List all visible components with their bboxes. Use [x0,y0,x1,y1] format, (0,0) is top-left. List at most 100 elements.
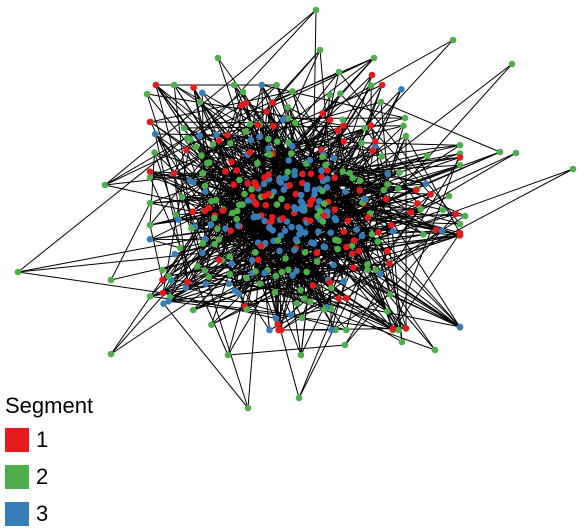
graph-node-segment-1 [222,168,229,175]
graph-node-segment-2 [292,120,299,127]
graph-node-segment-1 [369,147,376,154]
graph-node-segment-2 [462,213,469,220]
graph-node-segment-3 [308,239,315,246]
graph-node-segment-1 [343,244,350,251]
graph-node-segment-2 [206,274,213,281]
graph-node-segment-2 [380,187,387,194]
graph-node-segment-1 [457,154,464,161]
graph-node-segment-3 [328,229,335,236]
graph-node-segment-3 [152,131,159,138]
graph-node-segment-1 [368,122,375,129]
graph-node-segment-2 [275,237,282,244]
graph-node-segment-2 [193,144,200,151]
legend-item-2: 2 [5,460,93,493]
graph-node-segment-2 [395,185,402,192]
graph-node-segment-2 [457,221,464,228]
graph-node-segment-1 [243,100,250,107]
graph-node-segment-2 [317,47,324,54]
graph-node-segment-2 [200,170,207,177]
graph-node-segment-1 [220,207,227,214]
graph-node-segment-1 [457,232,464,239]
graph-node-segment-2 [375,238,382,245]
legend-swatch-3 [5,502,29,526]
graph-node-segment-2 [440,207,447,214]
graph-node-segment-1 [335,295,342,302]
graph-node-segment-2 [321,200,328,207]
graph-node-segment-2 [226,253,233,260]
graph-node-segment-1 [263,108,270,115]
graph-node-segment-2 [384,308,391,315]
graph-node-segment-2 [165,273,172,280]
graph-node-segment-2 [198,152,205,159]
graph-node-segment-2 [102,182,109,189]
graph-node-segment-1 [307,218,314,225]
graph-node-segment-2 [289,88,296,95]
graph-node-segment-2 [307,298,314,305]
graph-node-segment-1 [369,72,376,79]
graph-node-segment-1 [433,227,440,234]
graph-node-segment-2 [450,37,457,44]
graph-node-segment-3 [398,86,405,93]
graph-node-segment-2 [147,200,154,207]
legend-title: Segment [5,393,93,419]
graph-node-segment-2 [402,115,409,122]
graph-node-segment-2 [313,7,320,14]
graph-node-segment-2 [371,55,378,62]
graph-node-segment-3 [276,248,283,255]
graph-node-segment-2 [457,162,464,169]
graph-node-segment-1 [263,202,270,209]
graph-node-segment-3 [283,174,290,181]
graph-node-segment-1 [345,217,352,224]
graph-node-segment-2 [297,287,304,294]
graph-node-segment-2 [273,273,280,280]
graph-node-segment-3 [330,262,337,269]
graph-node-segment-3 [300,207,307,214]
graph-node-segment-1 [349,250,356,257]
graph-node-segment-2 [349,175,356,182]
graph-node-segment-3 [298,192,305,199]
graph-node-segment-2 [227,140,234,147]
graph-node-segment-1 [183,147,190,154]
legend-item-1: 1 [5,423,93,456]
graph-node-segment-2 [362,125,369,132]
graph-node-segment-2 [227,271,234,278]
graph-node-segment-2 [278,196,285,203]
graph-node-segment-3 [261,181,268,188]
graph-node-segment-2 [319,188,326,195]
graph-node-segment-2 [298,352,305,359]
graph-node-segment-2 [225,352,232,359]
graph-node-segment-2 [194,263,201,270]
graph-node-segment-3 [289,143,296,150]
graph-node-segment-3 [457,324,464,331]
graph-node-segment-2 [343,327,350,334]
graph-node-segment-2 [190,307,197,314]
graph-node-segment-1 [284,203,291,210]
graph-node-segment-2 [336,69,343,76]
graph-node-segment-1 [383,196,390,203]
graph-node-segment-1 [341,138,348,145]
graph-node-segment-3 [228,260,235,267]
graph-node-segment-1 [190,208,197,215]
graph-node-segment-3 [257,133,264,140]
graph-node-segment-1 [227,228,234,235]
graph-node-segment-2 [234,208,241,215]
graph-node-segment-1 [249,194,256,201]
graph-node-segment-2 [147,222,154,229]
graph-node-segment-2 [206,159,213,166]
graph-node-segment-2 [299,315,306,322]
graph-node-segment-1 [299,171,306,178]
graph-node-segment-3 [281,186,288,193]
graph-node-segment-3 [278,179,285,186]
graph-node-segment-2 [513,150,520,157]
graph-node-segment-1 [307,201,314,208]
graph-node-segment-1 [160,290,167,297]
graph-node-segment-2 [241,191,248,198]
graph-node-segment-3 [328,327,335,334]
graph-node-segment-3 [359,233,366,240]
graph-node-segment-3 [203,280,210,287]
graph-node-segment-3 [439,228,446,235]
graph-node-segment-1 [228,159,235,166]
graph-node-segment-3 [255,213,262,220]
graph-node-segment-1 [255,257,262,264]
graph-node-segment-2 [357,178,364,185]
